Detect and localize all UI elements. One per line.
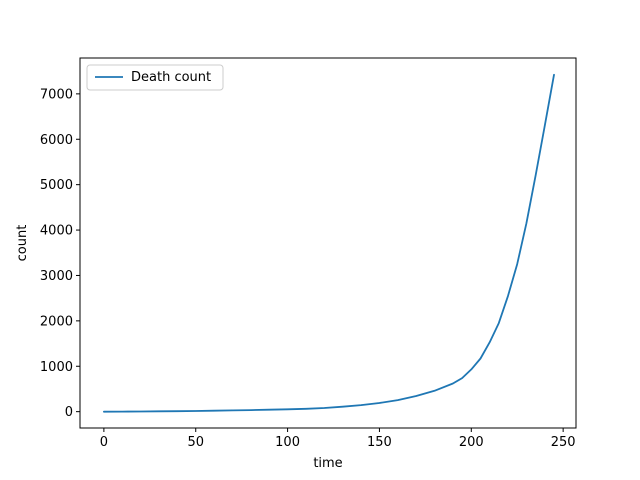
x-tick-label: 150 [367, 435, 392, 450]
y-axis-ticks: 0 1000 2000 3000 4000 5000 6000 7000 [40, 87, 80, 420]
y-tick-label: 1000 [40, 360, 73, 375]
x-tick-label: 100 [275, 435, 300, 450]
x-tick-label: 50 [187, 435, 204, 450]
y-tick-label: 0 [65, 405, 73, 420]
legend-entry-death-count: Death count [131, 70, 211, 85]
x-axis-label: time [313, 456, 342, 471]
y-tick-label: 7000 [40, 87, 73, 102]
plot-frame [79, 57, 577, 429]
y-tick-label: 2000 [40, 314, 73, 329]
y-tick-label: 4000 [40, 224, 73, 239]
y-tick-label: 6000 [40, 133, 73, 148]
y-tick-label: 3000 [40, 269, 73, 284]
x-axis-ticks: 0 50 100 150 200 250 [100, 428, 576, 450]
x-tick-label: 0 [100, 435, 108, 450]
y-axis-label: count [15, 225, 30, 262]
plot-area [80, 58, 576, 428]
legend-box [86, 64, 224, 91]
legend: Death count [86, 64, 224, 91]
y-tick-label: 5000 [40, 178, 73, 193]
series-layer [103, 73, 555, 413]
x-tick-label: 250 [551, 435, 576, 450]
series-line-0 [103, 73, 555, 413]
x-tick-label: 200 [459, 435, 484, 450]
